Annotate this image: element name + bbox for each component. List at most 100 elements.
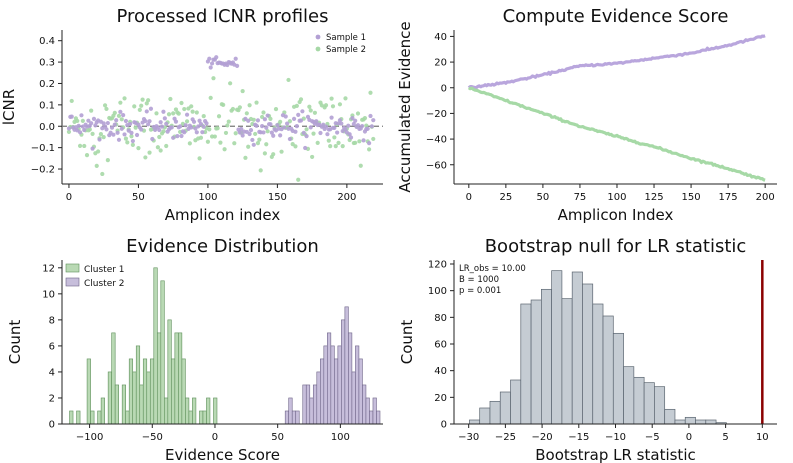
- sample-2-point: [211, 76, 216, 81]
- cluster-1-bar: [167, 319, 172, 425]
- sample-1-point: [196, 124, 201, 129]
- sample-1-point: [360, 123, 365, 129]
- cluster-2-bar: [288, 397, 293, 425]
- sample-2-point: [104, 106, 109, 112]
- sample-2-point: [255, 141, 261, 146]
- sample-2-point: [146, 98, 151, 103]
- y-tick-label: 10: [42, 289, 55, 300]
- bootstrap-bar: [684, 416, 696, 425]
- sample-2-point: [137, 107, 142, 112]
- legend-label-sample-2: Sample 2: [326, 45, 366, 55]
- sample-2-point: [155, 145, 160, 150]
- bootstrap-null-panel: −30 −25 −20 −15 −10 −5 0 5 10020406080100120Boot…: [398, 236, 777, 463]
- cluster-1-bar: [97, 410, 102, 425]
- x-tick-label: −50: [142, 432, 163, 443]
- sample-2-point: [98, 132, 104, 137]
- sample-2-point: [198, 135, 204, 140]
- sample-2-point: [69, 98, 74, 104]
- cluster-2-bar: [365, 397, 370, 425]
- sample-2-point: [240, 88, 245, 94]
- x-tick-label: 75: [574, 192, 587, 203]
- x-tick-label: −100: [76, 432, 103, 443]
- sample-2-point: [307, 104, 312, 109]
- sample-2-point: [221, 102, 226, 107]
- sample-1-point: [291, 116, 297, 121]
- cluster-1-bar: [111, 332, 116, 425]
- sample-1-point: [264, 125, 269, 130]
- sample-2-point: [194, 110, 199, 115]
- x-tick-label: 100: [198, 192, 217, 203]
- cluster-1-bar: [121, 384, 126, 425]
- sample-1-point: [129, 130, 134, 135]
- sample-1-point: [239, 126, 244, 132]
- sample-1-point: [255, 118, 261, 123]
- sample-1-point: [198, 121, 204, 127]
- sample-1-point: [191, 119, 197, 124]
- sample-2-point: [294, 103, 299, 108]
- sample-2-point: [330, 104, 336, 109]
- sample-2-point: [364, 123, 369, 128]
- y-tick-label: 2: [49, 393, 55, 404]
- sample-1-point: [282, 125, 287, 130]
- annotation-line: B = 1000: [459, 275, 499, 285]
- sample-1-point: [214, 55, 219, 60]
- sample-1-point: [179, 133, 184, 139]
- bootstrap-bar: [530, 299, 542, 425]
- cluster-1-bar: [100, 397, 105, 425]
- sample-1-point: [171, 135, 176, 140]
- sample-1-point: [161, 109, 166, 114]
- x-tick-label: 50: [271, 432, 284, 443]
- sample-1-point: [130, 138, 135, 144]
- x-axis-label: Evidence Score: [165, 446, 280, 463]
- legend-swatch-cluster-2: [65, 277, 80, 287]
- sample-2-point: [212, 134, 217, 139]
- sample-1-point: [247, 131, 252, 137]
- y-tick-label: −0.2: [31, 165, 55, 176]
- legend-marker-sample-1: [315, 34, 321, 40]
- sample-1-point: [323, 124, 329, 129]
- sample-1-point: [197, 118, 202, 123]
- cluster-1-bar: [128, 358, 134, 425]
- sample-1-point: [77, 130, 83, 135]
- sample-1-point: [69, 114, 74, 119]
- sample-1-point: [194, 130, 199, 135]
- cluster-1-bar: [132, 371, 137, 425]
- sample-2-point: [296, 177, 301, 182]
- cluster-1-bar: [178, 332, 183, 425]
- sample-1-point: [371, 118, 376, 123]
- cluster-1-bar: [139, 384, 144, 425]
- sample-1-point: [337, 118, 343, 123]
- sample-2-point: [125, 140, 130, 145]
- sample-2-point: [77, 143, 83, 148]
- y-tick-label: 40: [434, 32, 447, 43]
- cluster-1-bar: [171, 358, 176, 425]
- cluster-2-bar: [341, 319, 346, 425]
- sample-2-point: [216, 114, 222, 119]
- sample-1-point: [368, 113, 373, 119]
- cluster-2-bar: [316, 371, 321, 425]
- sample-1-point: [261, 130, 266, 135]
- cluster-2-bar: [327, 332, 332, 425]
- x-tick-label: −25: [495, 432, 516, 443]
- bootstrap-bar: [623, 366, 635, 425]
- sample-2-point: [215, 126, 220, 131]
- sample-1-point: [90, 146, 95, 151]
- y-tick-label: 4: [49, 367, 55, 378]
- sample-1-point: [66, 126, 72, 131]
- cluster-2-bar: [284, 410, 290, 425]
- sample-2-point: [312, 110, 318, 115]
- sample-1-point: [116, 137, 122, 142]
- sample-2-point: [343, 96, 348, 101]
- sample-2-point: [158, 148, 163, 153]
- sample-1-point: [353, 118, 358, 123]
- sample-2-point: [179, 100, 184, 106]
- sample-1-point: [204, 121, 209, 126]
- y-tick-label: 80: [434, 313, 447, 324]
- y-axis-label: Count: [398, 320, 416, 365]
- sample-1-point: [208, 65, 213, 70]
- sample-2-point: [244, 111, 249, 116]
- bootstrap-bar: [582, 283, 594, 425]
- x-tick-label: 25: [499, 192, 512, 203]
- sample-2-point: [337, 102, 343, 107]
- sample-2-point: [262, 151, 267, 156]
